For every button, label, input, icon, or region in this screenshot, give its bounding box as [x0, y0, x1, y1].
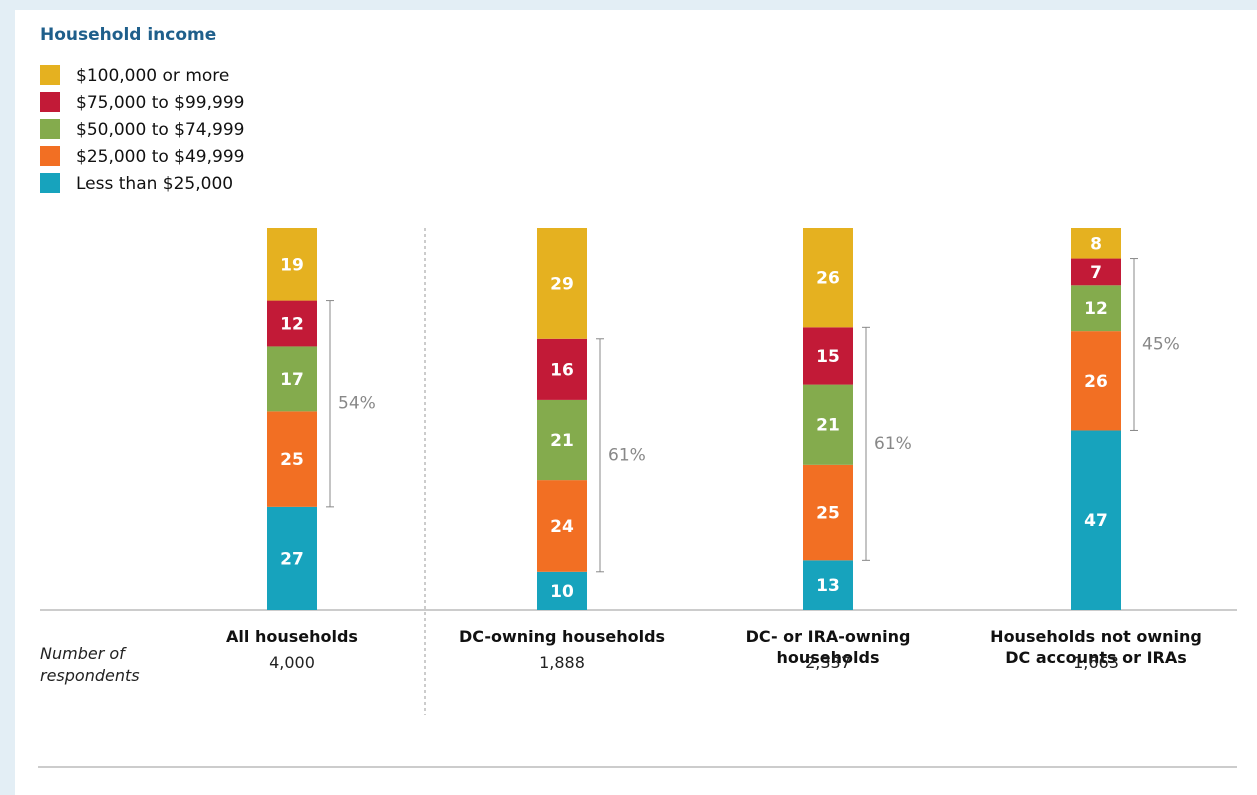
segment-label: 12: [280, 315, 304, 335]
segment-label: 7: [1090, 263, 1102, 283]
segment-label: 16: [550, 360, 574, 380]
segment-label: 26: [1084, 372, 1108, 392]
legend-label: $50,000 to $74,999: [76, 120, 244, 140]
segment-label: 27: [280, 549, 304, 569]
segment-label: 19: [280, 255, 304, 275]
category-label: DC-owning households: [458, 627, 666, 646]
bar-segment: [803, 560, 853, 610]
legend-swatch: [40, 65, 60, 85]
bar-segment: [267, 411, 317, 507]
respondent-count: 4,000: [269, 653, 315, 672]
bar-segment: [537, 571, 587, 610]
segment-label: 21: [816, 416, 840, 436]
bar-segment: [1071, 228, 1121, 259]
bar-segment: [1071, 430, 1121, 610]
bar-segment: [267, 228, 317, 301]
bar-segment: [267, 346, 317, 412]
legend-label: $75,000 to $99,999: [76, 93, 244, 113]
bar-segment: [1071, 258, 1121, 286]
legend-swatch: [40, 119, 60, 139]
segment-label: 29: [550, 274, 574, 294]
segment-label: 25: [816, 504, 840, 524]
respondent-count: 1,663: [1073, 653, 1119, 672]
segment-label: 15: [816, 347, 840, 367]
bar-segment: [537, 480, 587, 572]
segment-label: 25: [280, 450, 304, 470]
segment-label: 8: [1090, 234, 1102, 254]
segment-label: 47: [1084, 511, 1108, 531]
legend-label: $100,000 or more: [76, 66, 229, 86]
legend-label: $25,000 to $49,999: [76, 147, 244, 167]
bar-segment: [537, 228, 587, 339]
panel: [15, 10, 1257, 795]
legend-label: Less than $25,000: [76, 174, 233, 194]
segment-label: 13: [816, 576, 840, 596]
bar-segment: [267, 300, 317, 347]
category-label: Households not owning DC accounts or IRA…: [990, 627, 1202, 667]
legend-swatch: [40, 92, 60, 112]
bar-segment: [803, 384, 853, 465]
bracket-label: 61%: [874, 434, 912, 454]
segment-label: 10: [550, 582, 574, 602]
bar-segment: [267, 506, 317, 610]
legend-swatch: [40, 173, 60, 193]
bracket-label: 61%: [608, 445, 646, 465]
category-label: DC- or IRA-owning households: [745, 627, 911, 667]
bracket-label: 54%: [338, 394, 376, 414]
bar-segment: [1071, 331, 1121, 431]
bar-segment: [803, 464, 853, 561]
respondent-count: 1,888: [539, 653, 585, 672]
bar-segment: [537, 399, 587, 481]
bar-segment: [803, 327, 853, 385]
chart-title: Household income: [40, 25, 216, 45]
segment-label: 21: [550, 431, 574, 451]
category-label: All households: [226, 627, 358, 646]
respondents-label: Number of respondents: [40, 644, 140, 685]
segment-label: 12: [1084, 299, 1108, 319]
segment-label: 24: [550, 517, 574, 537]
bar-segment: [537, 338, 587, 400]
bar-segment: [803, 228, 853, 328]
segment-label: 17: [280, 370, 304, 390]
segment-label: 26: [816, 269, 840, 289]
legend-swatch: [40, 146, 60, 166]
bar-segment: [1071, 285, 1121, 332]
respondent-count: 2,337: [805, 653, 851, 672]
bracket-label: 45%: [1142, 335, 1180, 355]
